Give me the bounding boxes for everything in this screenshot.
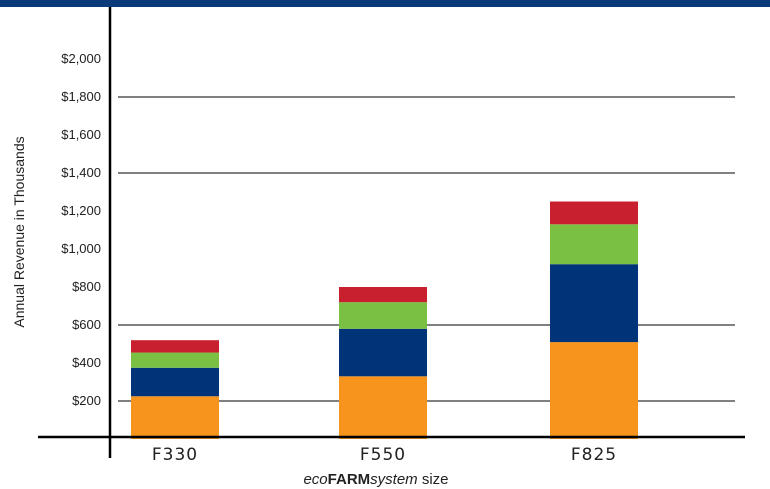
axes (38, 7, 745, 458)
bar-segment-f825-2 (550, 224, 638, 265)
y-tick-label: $1,800 (61, 89, 101, 104)
bar-segment-f825-1 (550, 264, 638, 343)
x-axis-label-suffix: size (418, 471, 449, 488)
x-axis-label-italic: system (370, 471, 418, 488)
y-tick-label: $1,400 (61, 165, 101, 180)
bar-segment-f330-2 (131, 352, 219, 368)
y-tick-label: $600 (72, 317, 101, 332)
bar-segment-f825-0 (550, 342, 638, 439)
bar-segment-f825-3 (550, 201, 638, 225)
x-axis-label-prefix: eco (303, 471, 327, 488)
bar-segment-f550-1 (339, 328, 427, 377)
header-band (0, 0, 770, 7)
bar-segment-f330-3 (131, 340, 219, 353)
y-tick-label: $200 (72, 393, 101, 408)
category-label-f550: F550 (360, 445, 406, 465)
y-tick-labels: $200 $400 $600 $800 $1,000 $1,200 $1,400 $1,600… (61, 51, 101, 408)
y-tick-label: $1,200 (61, 203, 101, 218)
y-tick-label: $800 (72, 279, 101, 294)
y-axis-label: Annual Revenue in Thousands (11, 136, 27, 327)
category-label-f825: F825 (571, 445, 617, 465)
y-tick-label: $1,000 (61, 241, 101, 256)
bar-segment-f330-0 (131, 396, 219, 439)
category-label-f330: F330 (152, 445, 198, 465)
bar-segment-f330-1 (131, 367, 219, 397)
bar-segment-f550-0 (339, 376, 427, 439)
x-axis-label: ecoFARMsystem size (303, 471, 448, 488)
category-labels: F330 F550 F825 (152, 445, 617, 465)
bar-segment-f550-2 (339, 302, 427, 329)
bar-stack-layer (131, 201, 638, 439)
y-tick-label: $400 (72, 355, 101, 370)
y-tick-label: $2,000 (61, 51, 101, 66)
bar-segment-f550-3 (339, 287, 427, 303)
y-tick-label: $1,600 (61, 127, 101, 142)
x-axis-label-bold: FARM (328, 471, 371, 488)
